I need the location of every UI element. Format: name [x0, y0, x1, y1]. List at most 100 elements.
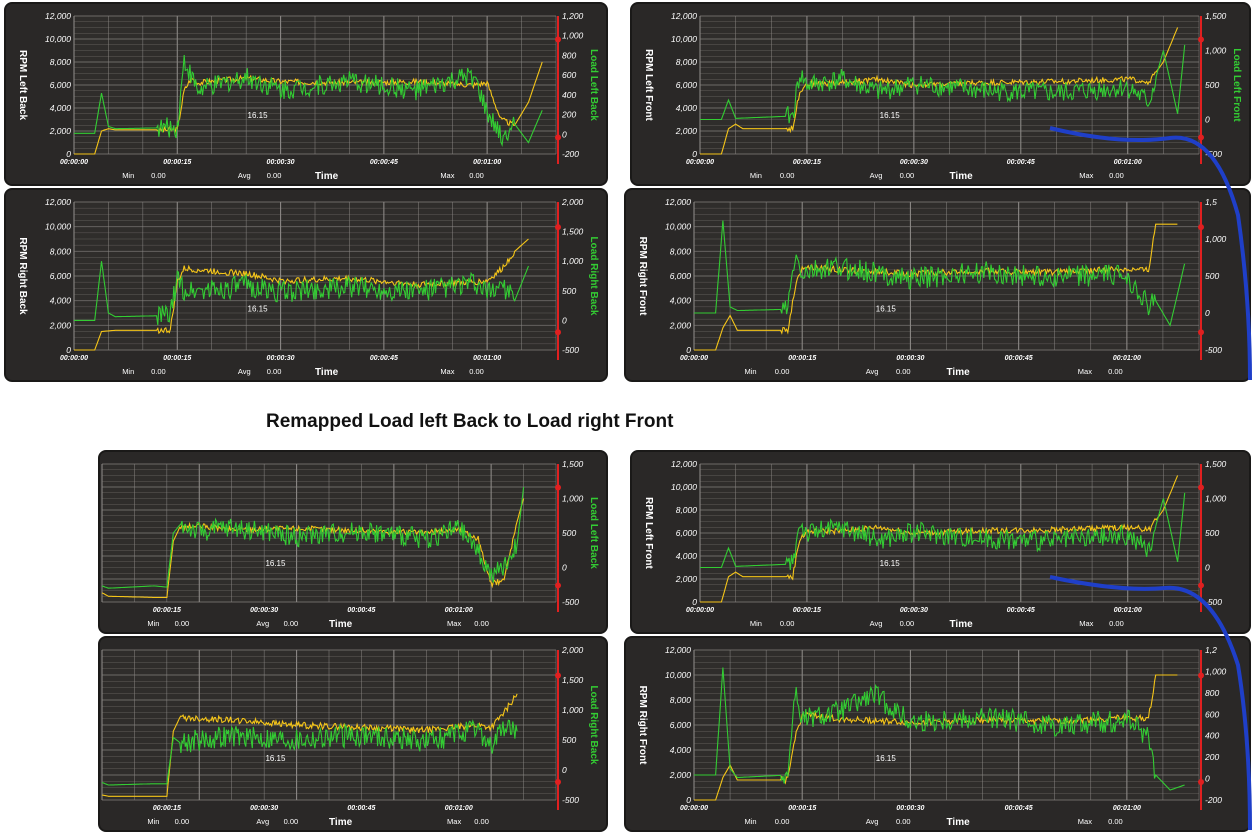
- y-right-tick-label: 800: [562, 50, 576, 60]
- y-left-tick-label: 12,000: [45, 11, 71, 21]
- x-tick-label: 00:00:45: [1007, 159, 1035, 166]
- stat-text: Avg: [256, 619, 269, 628]
- y-left-tick-label: 4,000: [676, 551, 698, 561]
- y-left-tick-label: 0: [692, 597, 697, 607]
- y-right-tick-label: 2,000: [561, 197, 584, 207]
- y-right-tick-label: 0: [1205, 308, 1210, 318]
- stat-text: 0.00: [1108, 817, 1123, 826]
- y-right-tick-label: 500: [1205, 80, 1219, 90]
- x-tick-label: 00:00:15: [153, 805, 181, 812]
- chart-panel-top-right: 0 2,000 4,000 6,000 8,000 10,000 12,000 RPM Lef…: [630, 2, 1251, 186]
- x-tick-label: 00:00:45: [1005, 355, 1033, 362]
- series-load-line: [74, 261, 530, 326]
- y-right-tick-label: -500: [1205, 345, 1222, 355]
- y-right-tick-label: 1,000: [1205, 494, 1227, 504]
- x-tick-label: 00:00:30: [896, 805, 924, 812]
- stat-text: 0.00: [267, 367, 282, 376]
- series-load-line: [700, 492, 1186, 571]
- y-right-tick-label: 500: [1205, 528, 1219, 538]
- right-axis-marker-bottom: [1198, 134, 1204, 141]
- chart-svg: 0 2,000 4,000 6,000 8,000 10,000 12,000 RPM Rig…: [637, 197, 1227, 378]
- stat-text: Max: [440, 171, 454, 180]
- stat-text: 0.00: [175, 619, 190, 628]
- right-axis-marker-top: [1198, 672, 1204, 679]
- y-left-axis-label: RPM Right Front: [637, 686, 648, 766]
- y-right-tick-label: 500: [562, 735, 576, 745]
- y-left-tick-label: 6,000: [50, 80, 72, 90]
- x-tick-label: 00:00:45: [1005, 805, 1033, 812]
- y-left-tick-label: 2,000: [669, 770, 692, 780]
- stat-text: 0.00: [900, 619, 915, 628]
- y-right-tick-label: 1,500: [562, 227, 584, 237]
- y-right-tick-label: 1,500: [1205, 11, 1227, 21]
- y-left-tick-label: 0: [692, 149, 697, 159]
- y-left-tick-label: 2,000: [675, 126, 698, 136]
- x-tick-label: 00:00:15: [793, 159, 821, 166]
- y-left-tick-label: 12,000: [671, 459, 697, 469]
- y-right-tick-label: 500: [562, 528, 576, 538]
- y-left-tick-label: 2,000: [49, 126, 72, 136]
- stat-text: 0.00: [474, 619, 489, 628]
- stat-text: 0.00: [284, 619, 299, 628]
- y-right-tick-label: 400: [1205, 731, 1219, 741]
- y-left-tick-label: 12,000: [671, 11, 697, 21]
- stat-text: 0.00: [474, 817, 489, 826]
- x-axis-label: Time: [947, 817, 971, 828]
- right-axis-marker-bottom: [1198, 582, 1204, 589]
- x-tick-label: 00:00:30: [267, 355, 295, 362]
- y-left-axis-label: RPM Left Back: [17, 50, 28, 120]
- y-right-axis-label: Load Right Back: [588, 237, 599, 316]
- y-right-tick-label: 0: [562, 563, 567, 573]
- y-left-tick-label: 12,000: [665, 197, 691, 207]
- stat-text: 0.00: [267, 171, 282, 180]
- right-axis-marker-bottom: [555, 329, 561, 336]
- series-rpm-line: [101, 498, 525, 598]
- y-left-tick-label: 10,000: [671, 482, 697, 492]
- y-left-tick-label: 8,000: [676, 505, 698, 515]
- y-right-tick-label: -500: [1205, 597, 1222, 607]
- stat-text: Avg: [238, 171, 251, 180]
- grid: [101, 649, 557, 801]
- stat-text: 0.00: [151, 171, 166, 180]
- x-tick-label: 00:00:45: [1007, 607, 1035, 614]
- x-tick-label: 00:00:45: [370, 159, 398, 166]
- x-tick-label: 00:00:00: [686, 159, 714, 166]
- x-tick-label: 00:01:00: [1113, 355, 1141, 362]
- y-right-axis-label: Load Left Front: [1231, 48, 1242, 122]
- stat-text: Avg: [238, 367, 251, 376]
- y-right-tick-label: -500: [562, 597, 579, 607]
- y-left-tick-label: 4,000: [670, 745, 692, 755]
- y-left-tick-label: 10,000: [45, 222, 71, 232]
- series-load-line: [101, 719, 518, 786]
- stat-text: Avg: [256, 817, 269, 826]
- x-tick-label: 00:00:15: [153, 607, 181, 614]
- x-tick-label: 00:00:15: [163, 159, 191, 166]
- x-tick-label: 00:00:45: [370, 355, 398, 362]
- stat-text: 0.00: [175, 817, 190, 826]
- stat-text: Avg: [870, 171, 883, 180]
- y-left-tick-label: 8,000: [50, 246, 72, 256]
- stat-text: Avg: [866, 367, 879, 376]
- center-readout: 16.15: [880, 559, 901, 568]
- x-tick-label: 00:01:00: [1114, 159, 1142, 166]
- chart-panel-top-left: 0 2,000 4,000 6,000 8,000 10,000 12,000 RPM Lef…: [4, 2, 608, 186]
- y-left-tick-label: 10,000: [671, 34, 697, 44]
- y-right-tick-label: 1,200: [562, 11, 584, 21]
- stat-text: 0.00: [469, 171, 484, 180]
- y-left-tick-label: 4,000: [50, 296, 72, 306]
- y-left-tick-label: 0: [66, 345, 71, 355]
- y-right-tick-label: 1,000: [1205, 666, 1227, 676]
- stat-text: Avg: [866, 817, 879, 826]
- section-divider: [0, 384, 1255, 386]
- stat-text: 0.00: [780, 619, 795, 628]
- stat-text: Min: [122, 171, 134, 180]
- stat-text: Max: [447, 619, 461, 628]
- stat-text: 0.00: [896, 817, 911, 826]
- x-tick-label: 00:00:45: [347, 607, 375, 614]
- y-right-tick-label: 1,500: [562, 675, 584, 685]
- y-left-tick-label: 0: [686, 795, 691, 805]
- y-left-axis-label: RPM Left Front: [643, 497, 654, 569]
- series-load-line: [700, 44, 1186, 124]
- right-axis-marker-bottom: [555, 779, 561, 785]
- y-right-tick-label: 2,000: [561, 645, 584, 655]
